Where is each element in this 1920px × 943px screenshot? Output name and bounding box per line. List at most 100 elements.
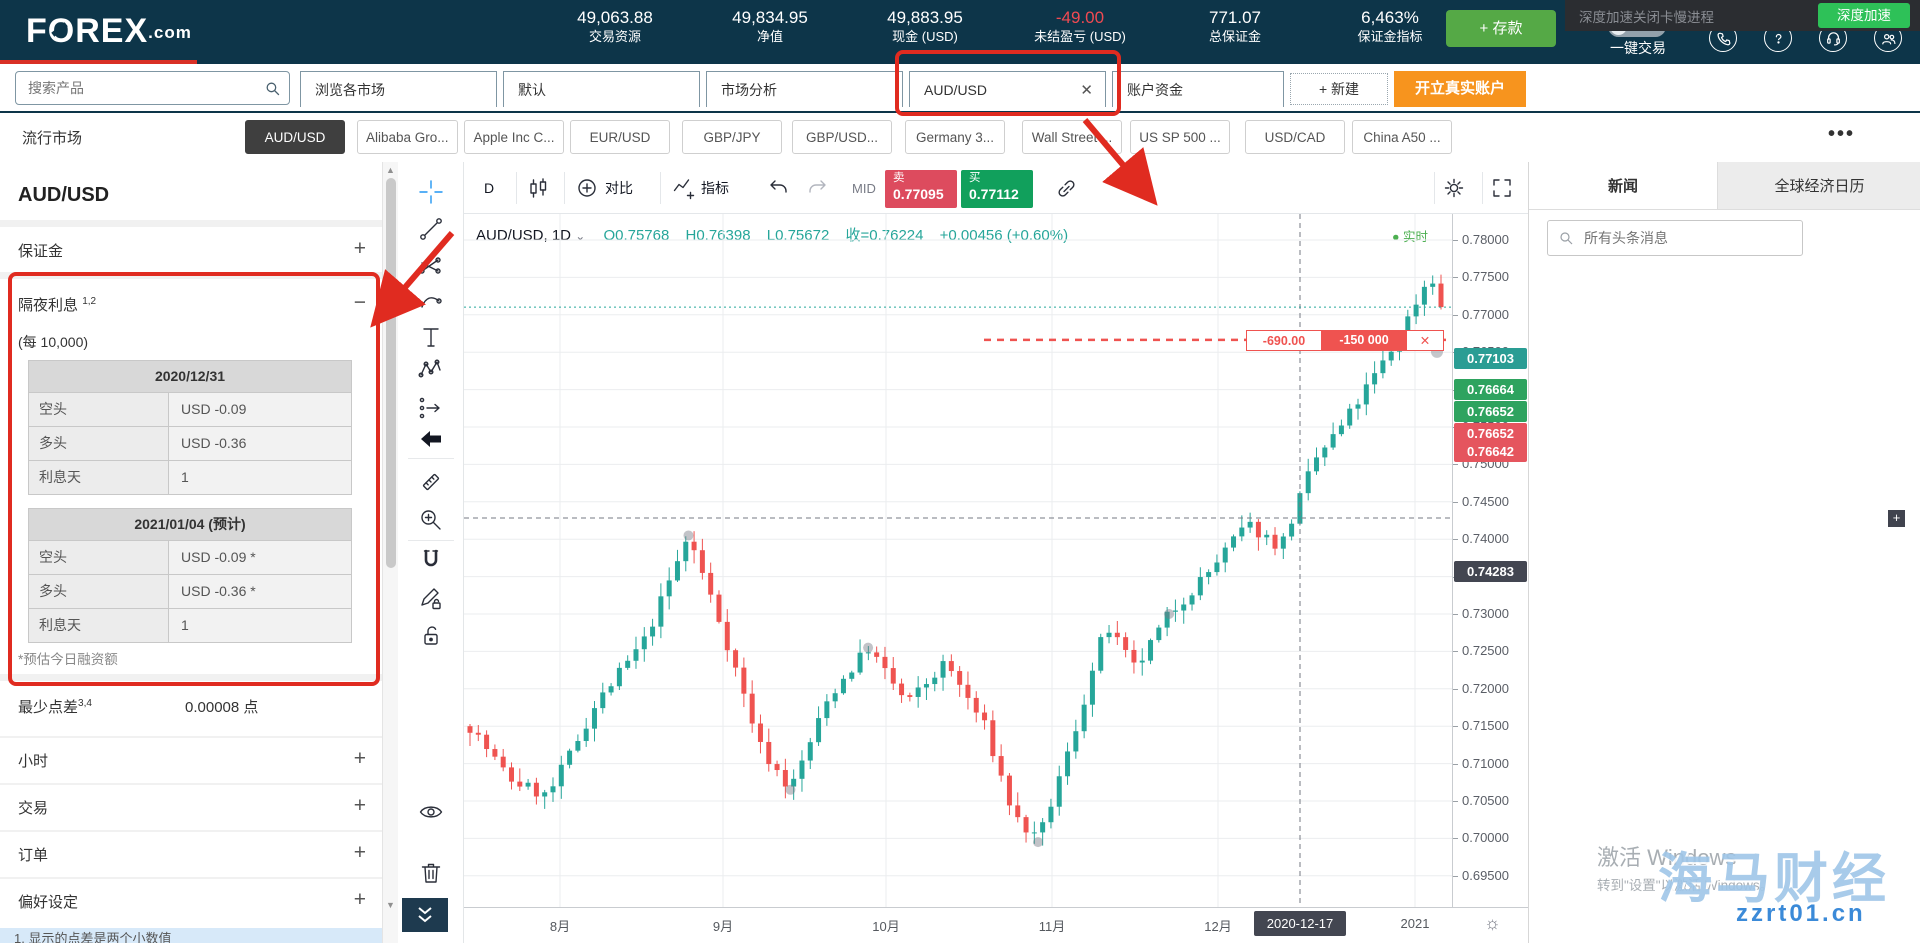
new-workspace-tab-button[interactable]: + 新建 (1290, 73, 1388, 105)
deposit-button[interactable]: + 存款 (1446, 10, 1556, 47)
chart-area: D 对比 指标 MID 卖 0.77095 买 0.77112 (464, 162, 1905, 943)
expand-icon[interactable]: + (353, 841, 366, 864)
news-search-input[interactable] (1582, 229, 1786, 247)
product-search-input[interactable] (26, 79, 250, 97)
expand-icon[interactable]: + (353, 888, 366, 911)
workspace-tab-账户资金[interactable]: 账户资金 (1112, 71, 1284, 107)
min-spread-label: 最少点差3,4 (18, 698, 92, 716)
chevron-down-icon[interactable]: ⌄ (575, 229, 586, 243)
order-close-button[interactable]: ✕ (1406, 329, 1444, 351)
section-header-交易[interactable]: 交易 + (0, 785, 382, 829)
time-tick-10月[interactable]: 10月 (872, 919, 900, 934)
market-chip-GBPUSD[interactable]: GBP/USD... (792, 120, 892, 154)
link-chart-icon[interactable] (1054, 172, 1078, 204)
gann-fib-tool-icon[interactable] (415, 249, 447, 281)
workspace-tab-市场分析[interactable]: 市场分析 (706, 71, 903, 107)
market-chip-ChinaA50[interactable]: China A50 ... (1352, 120, 1452, 154)
collapse-toolbar-button[interactable] (402, 898, 448, 932)
text-tool-icon[interactable] (415, 321, 447, 353)
market-chip-WallStreet[interactable]: Wall Street ... (1022, 120, 1122, 154)
price-badge-0.74283: 0.74283 (1454, 561, 1527, 582)
price-badge-0.76664: 0.76664 (1454, 379, 1527, 400)
workspace-tab-AUD/USD[interactable]: AUD/USD ✕ (909, 71, 1106, 107)
market-chip-EURUSD[interactable]: EUR/USD (570, 120, 670, 154)
order-pl-label: -690.00 (1246, 329, 1322, 351)
more-markets-button[interactable]: ••• (1828, 123, 1856, 145)
time-tick-9月[interactable]: 9月 (712, 919, 734, 934)
news-tab-全球经济日历[interactable]: 全球经济日历 (1717, 162, 1920, 210)
market-chip-AppleIncC[interactable]: Apple Inc C... (464, 120, 564, 154)
crosshair-plus-handle[interactable]: + (1888, 510, 1905, 528)
hide-all-eye-icon[interactable] (415, 796, 447, 828)
interval-button[interactable]: D (484, 180, 495, 196)
news-search[interactable] (1547, 220, 1803, 256)
chart-settings-gear-icon[interactable] (1442, 172, 1466, 204)
row-value: USD -0.09 * (169, 541, 351, 574)
workspace-tab-浏览各市场[interactable]: 浏览各市场 (300, 71, 497, 107)
overnight-section-header[interactable]: 隔夜利息 1,2 − (0, 282, 382, 326)
compare-button[interactable]: 对比 (576, 172, 633, 204)
drawing-mode-lock-icon[interactable] (415, 582, 447, 614)
time-tick-8月[interactable]: 8月 (549, 919, 571, 934)
workspace-tab-默认[interactable]: 默认 (503, 71, 700, 107)
open-live-account-button[interactable]: 开立真实账户 (1394, 71, 1526, 107)
remove-drawings-trash-icon[interactable] (415, 857, 447, 889)
row-label: 多头 (29, 427, 169, 460)
expand-icon[interactable]: + (353, 747, 366, 770)
market-chip-AlibabaGro[interactable]: Alibaba Gro... (357, 120, 458, 154)
time-tick-11月[interactable]: 11月 (1038, 919, 1066, 934)
section-header-小时[interactable]: 小时 + (0, 738, 382, 782)
redo-icon[interactable] (806, 172, 830, 204)
time-axis[interactable]: ☼ 8月 9月 10月 11月 12月 2021 2020-12-17 (464, 907, 1528, 943)
scroll-down-icon[interactable]: ▼ (386, 900, 395, 910)
axis-tick (1453, 614, 1458, 615)
sell-button[interactable]: 卖 0.77095 (885, 170, 957, 208)
axis-tick (1453, 240, 1458, 241)
section-header-订单[interactable]: 订单 + (0, 832, 382, 876)
session-breaks-icon[interactable]: ☼ (1484, 913, 1501, 933)
news-tab-新闻[interactable]: 新闻 (1529, 162, 1717, 210)
trend-line-tool-icon[interactable] (415, 213, 447, 245)
zoom-in-tool-icon[interactable] (415, 504, 447, 536)
forecast-tool-icon[interactable] (415, 392, 447, 424)
scroll-up-icon[interactable]: ▲ (386, 165, 395, 175)
chart-plot[interactable]: -690.00 -150 000 ✕ (464, 214, 1452, 907)
margin-section-header[interactable]: 保证金 + (0, 228, 382, 272)
chart-style-candles-icon[interactable] (526, 172, 550, 204)
expand-icon[interactable]: + (353, 237, 366, 260)
time-tick-12月[interactable]: 12月 (1204, 919, 1232, 934)
scrollbar-thumb[interactable] (385, 178, 396, 568)
time-tick-2021[interactable]: 2021 (1400, 916, 1430, 931)
tab-label: 默认 (518, 81, 546, 98)
close-icon[interactable]: ✕ (1080, 81, 1093, 99)
product-search[interactable] (15, 71, 290, 105)
xabcd-pattern-tool-icon[interactable] (415, 354, 447, 386)
extension-accelerate-button[interactable]: 深度加速 (1818, 3, 1910, 28)
table-row: 空头 USD -0.09 (29, 393, 351, 427)
price-axis[interactable]: 0.780000.775000.770000.765000.760000.755… (1452, 214, 1528, 907)
section-header-偏好设定[interactable]: 偏好设定 + (0, 879, 382, 923)
collapse-icon[interactable]: − (353, 291, 366, 314)
undo-icon[interactable] (766, 172, 790, 204)
mid-price-label: MID (852, 180, 876, 196)
header-red-accent (0, 60, 197, 64)
candlestick-chart[interactable] (464, 214, 1452, 907)
lock-all-tool-icon[interactable] (415, 620, 447, 652)
market-chip-Germany3[interactable]: Germany 3... (905, 120, 1005, 154)
sidebar-scrollbar[interactable]: ▲ ▼ (382, 162, 398, 943)
forex-logo[interactable]: FOREX.com (26, 12, 192, 50)
market-chip-USDCAD[interactable]: USD/CAD (1245, 120, 1345, 154)
measure-tool-icon[interactable] (415, 466, 447, 498)
magnet-tool-icon[interactable] (415, 544, 447, 576)
indicators-button[interactable]: 指标 (672, 172, 729, 204)
market-chip-USSP500[interactable]: US SP 500 ... (1130, 120, 1230, 154)
market-chip-AUDUSD[interactable]: AUD/USD (245, 120, 345, 154)
brush-tool-icon[interactable] (415, 285, 447, 317)
crosshair-tool-icon[interactable] (415, 176, 447, 208)
table-row: 利息天 1 (29, 461, 351, 494)
buy-button[interactable]: 买 0.77112 (961, 170, 1033, 208)
market-chip-GBPJPY[interactable]: GBP/JPY (682, 120, 782, 154)
expand-icon[interactable]: + (353, 794, 366, 817)
arrow-cursor-tool-icon[interactable] (415, 423, 447, 455)
fullscreen-icon[interactable] (1490, 172, 1514, 204)
